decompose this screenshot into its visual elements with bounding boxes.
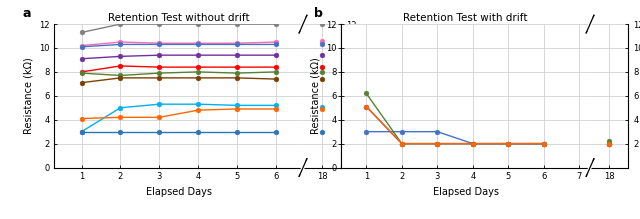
Title: Retention Test without drift: Retention Test without drift [108,13,250,23]
Title: Retention Test with drift: Retention Test with drift [403,13,528,23]
X-axis label: Elapsed Days: Elapsed Days [433,187,499,197]
Y-axis label: Resistance (kΩ): Resistance (kΩ) [310,57,321,134]
X-axis label: Elapsed Days: Elapsed Days [146,187,212,197]
Y-axis label: Resistance (kΩ): Resistance (kΩ) [24,57,33,134]
Text: a: a [22,7,31,20]
Text: b: b [314,7,323,20]
